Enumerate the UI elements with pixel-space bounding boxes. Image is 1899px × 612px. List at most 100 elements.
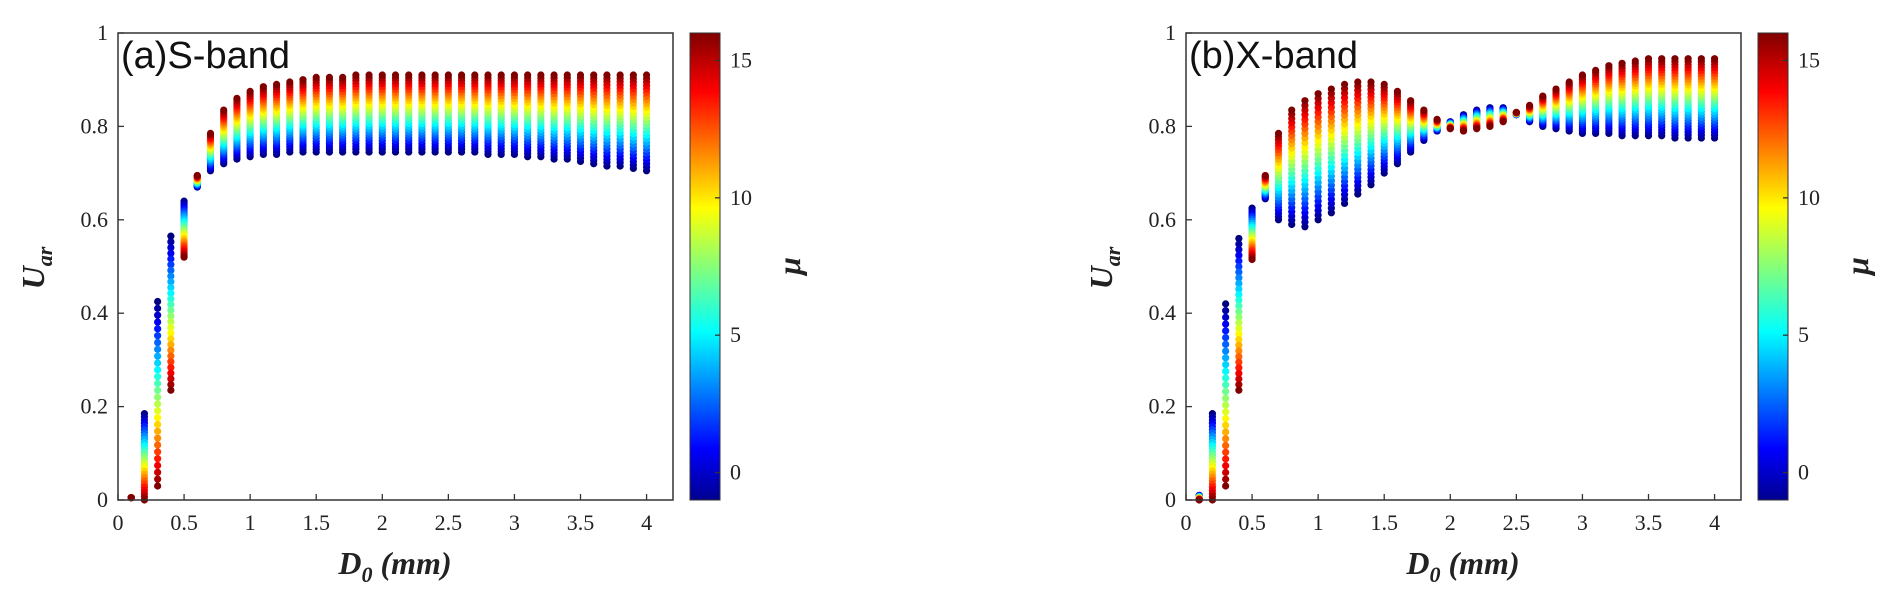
- scatter-point: [1222, 367, 1230, 375]
- scatter-point: [1592, 66, 1600, 74]
- scatter-point: [1314, 90, 1322, 98]
- x-axis-label: D0 (mm): [337, 545, 451, 587]
- scatter-point: [1235, 336, 1243, 344]
- scatter-point: [167, 369, 175, 377]
- scatter-point: [154, 318, 162, 326]
- scatter-point: [1235, 381, 1243, 389]
- x-tick-label: 3: [1577, 510, 1588, 535]
- scatter-point: [1222, 414, 1230, 423]
- panel-a: 0 0.5 1 1.5 2 2.5 3 3.5 4 0 0.2 0.4 0.6 0.8 1 (a)S-ba…: [15, 20, 807, 587]
- scatter-point: [154, 345, 162, 353]
- scatter-point: [642, 71, 651, 79]
- scatter-point: [1235, 285, 1243, 293]
- scatter-point: [576, 71, 585, 79]
- scatter-point: [167, 255, 175, 263]
- scatter-point: [154, 338, 162, 347]
- scatter-point: [154, 311, 162, 319]
- scatter-point: [418, 71, 426, 79]
- scatter-point: [1222, 307, 1230, 315]
- scatter-point: [1235, 274, 1243, 282]
- scatter-point: [1222, 300, 1230, 308]
- scatter-point: [444, 71, 452, 79]
- y-tick-label: 0.4: [1149, 300, 1177, 325]
- scatter-point: [1235, 324, 1243, 333]
- scatter-point: [1618, 59, 1626, 67]
- scatter-point: [1235, 240, 1243, 248]
- y-tick-label: 1: [1165, 20, 1176, 45]
- scatter-point: [1235, 291, 1243, 299]
- scatter-point: [378, 71, 386, 79]
- x-tick-label: 4: [1709, 510, 1720, 535]
- x-tick-label: 0.5: [170, 510, 198, 535]
- scatter-point: [154, 468, 162, 476]
- scatter-point: [167, 352, 175, 360]
- scatter-point: [154, 393, 162, 401]
- scatter-point: [1235, 257, 1243, 265]
- scatter-point: [154, 434, 162, 442]
- x-tick-labels: 0 0.5 1 1.5 2 2.5 3 3.5 4: [113, 494, 652, 535]
- scatter-point: [1222, 347, 1230, 355]
- x-tick-label: 1.5: [1370, 510, 1398, 535]
- scatter-point: [1340, 80, 1349, 88]
- scatter-point: [1222, 374, 1230, 382]
- scatter-point: [167, 301, 175, 309]
- scatter-point: [1222, 340, 1230, 348]
- scatter-point: [1644, 55, 1653, 63]
- scatter-point: [1446, 125, 1454, 133]
- x-tick-label: 4: [641, 510, 652, 535]
- y-tick-label: 0.2: [1149, 394, 1177, 419]
- scatter-point: [154, 325, 162, 333]
- scatter-point: [167, 340, 175, 349]
- colorbar-tick-label: 5: [1798, 322, 1809, 347]
- scatter-point: [405, 71, 413, 79]
- y-tick-label: 0: [97, 487, 108, 512]
- scatter-point: [167, 375, 175, 383]
- scatter-point: [563, 71, 571, 79]
- scatter-point: [154, 448, 162, 456]
- scatter-point: [1512, 108, 1520, 116]
- plot-frame: [117, 32, 674, 501]
- scatter-point: [1222, 428, 1230, 436]
- scatter-point: [154, 359, 162, 367]
- y-tick-label: 0: [1165, 487, 1176, 512]
- scatter-point: [1578, 71, 1587, 79]
- scatter-point: [1222, 381, 1230, 389]
- scatter-point: [154, 366, 162, 374]
- scatter-point: [167, 283, 175, 292]
- plot-frame: [1185, 32, 1742, 501]
- scatter-point: [1684, 55, 1692, 63]
- scatter-point: [167, 272, 175, 280]
- scatter-point: [233, 94, 241, 102]
- scatter-point: [154, 455, 162, 463]
- scatter-point: [1235, 369, 1243, 377]
- scatter-point: [167, 358, 175, 366]
- scatter-point: [154, 297, 162, 306]
- scatter-point: [1235, 246, 1243, 254]
- scatter-point: [1222, 475, 1230, 483]
- scatter-point: [1393, 87, 1402, 95]
- scatter-point: [457, 71, 466, 79]
- colorbar-label: μ: [771, 257, 807, 277]
- scatter-point: [180, 253, 188, 261]
- scatter-point: [1235, 386, 1243, 394]
- scatter-point: [154, 304, 162, 312]
- scatter-point: [1433, 115, 1441, 123]
- scatter-point: [1605, 62, 1613, 70]
- scatter-point: [1473, 125, 1481, 133]
- scatter-point: [167, 386, 175, 394]
- scatter-point: [1222, 468, 1230, 477]
- colorbar-tick-label: 5: [730, 322, 741, 347]
- scatter-point: [167, 238, 175, 246]
- scatter-point: [1222, 333, 1230, 342]
- scatter-point: [391, 71, 400, 79]
- scatter-point: [167, 363, 175, 372]
- scatter-point: [1658, 55, 1666, 63]
- scatter-point: [167, 232, 175, 240]
- scatter-point: [1235, 347, 1243, 355]
- scatter-point: [1552, 85, 1560, 93]
- y-axis-label: Uar: [15, 246, 57, 289]
- scatter-point: [154, 475, 162, 483]
- scatter-point: [154, 332, 162, 340]
- colorbar-tick-label: 0: [730, 460, 741, 485]
- scatter-point: [167, 249, 175, 257]
